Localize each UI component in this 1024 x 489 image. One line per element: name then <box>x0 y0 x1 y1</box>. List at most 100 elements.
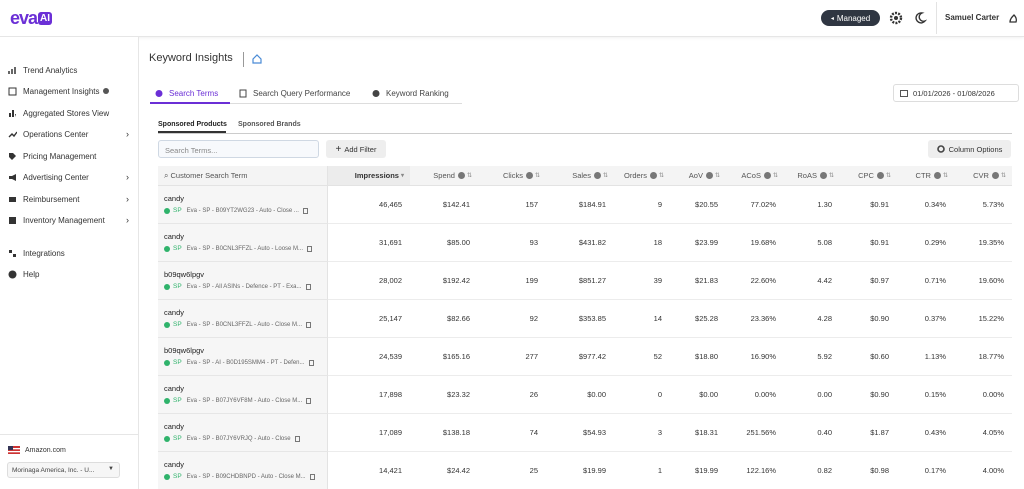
sort-icon: ⇅ <box>658 173 664 179</box>
column-header[interactable]: CPC ⇅ <box>840 166 897 186</box>
nav-item[interactable]: Integrations <box>8 246 133 260</box>
table-cell: 157 <box>478 186 546 224</box>
subtab[interactable]: Sponsored Brands <box>238 121 301 128</box>
nav-label: Aggregated Stores View <box>23 108 110 118</box>
campaign-name: Eva - SP - B09YT2WG23 - Auto - Close ... <box>186 207 299 214</box>
nav-item[interactable]: Trend Analytics <box>8 63 133 77</box>
chevron: › <box>126 194 129 204</box>
status-dot <box>164 397 170 404</box>
settings-icon[interactable] <box>889 11 903 25</box>
search-term: candy <box>164 308 185 317</box>
nav-item[interactable]: Reimbursement › <box>8 192 133 206</box>
table-cell: $19.99 <box>670 452 726 489</box>
table-cell: 31,691 <box>328 224 410 262</box>
nav-icon <box>8 270 17 278</box>
nav-item[interactable]: Inventory Management › <box>8 213 133 227</box>
logo[interactable]: eva AI <box>10 8 53 29</box>
user-name[interactable]: Samuel Carter <box>945 13 1000 22</box>
table-cell: 277 <box>478 338 546 376</box>
nav-label: Integrations <box>23 248 65 258</box>
table-cell: $184.91 <box>546 186 614 224</box>
table-cell: 0 <box>614 376 670 414</box>
user-icon[interactable] <box>1007 12 1019 24</box>
column-header[interactable]: AoV ⇅ <box>670 166 726 186</box>
tab[interactable]: Search Query Performance <box>239 86 350 100</box>
marketplace-label: Amazon.com <box>25 446 66 454</box>
column-header[interactable]: ACoS ⇅ <box>726 166 784 186</box>
nav-item[interactable]: Help <box>8 267 133 281</box>
column-header[interactable]: Impressions ▾ <box>328 166 410 186</box>
tab[interactable]: Keyword Ranking <box>372 86 449 100</box>
table-cell: 4.00% <box>954 452 1012 489</box>
campaign-line: SP Eva - SP - B07JY6VF8M - Auto - Close M… <box>164 397 327 404</box>
theme-icon[interactable] <box>913 11 927 25</box>
date-range[interactable]: 01/01/2026 - 01/08/2026 <box>893 84 1019 102</box>
add-filter-button[interactable]: + Add Filter <box>326 140 386 158</box>
info-icon <box>705 172 713 179</box>
status-dot <box>164 473 170 480</box>
term-cell: candy SP Eva - SP - B0CNL3FFZL - Auto - Lo… <box>158 224 328 262</box>
divider <box>0 434 138 435</box>
info-icon <box>593 172 601 179</box>
column-options-button[interactable]: Column Options <box>928 140 1011 158</box>
column-header[interactable]: RoAS ⇅ <box>784 166 840 186</box>
campaign-line: SP Eva - SP - B09CHDBNPD - Auto - Close M… <box>164 473 327 480</box>
column-header[interactable]: Sales ⇅ <box>546 166 614 186</box>
copy-icon <box>307 245 313 252</box>
column-header[interactable]: Spend ⇅ <box>410 166 478 186</box>
table-cell: $24.42 <box>410 452 478 489</box>
table-cell: 18 <box>614 224 670 262</box>
sort-icon: ⇅ <box>714 173 720 179</box>
table-cell: 0.40 <box>784 414 840 452</box>
account-select[interactable]: Morinaga America, Inc. - U... ▼ <box>7 462 120 478</box>
nav-item[interactable]: Pricing Management <box>8 149 133 163</box>
calendar-icon <box>900 90 908 97</box>
copy-icon <box>302 207 308 214</box>
column-header[interactable]: ⌕ Customer Search Term <box>158 166 328 186</box>
table-cell: $0.91 <box>840 224 897 262</box>
table-cell: 18.77% <box>954 338 1012 376</box>
subtab[interactable]: Sponsored Products <box>158 121 227 128</box>
table-cell: 24,539 <box>328 338 410 376</box>
status-dot <box>164 359 170 366</box>
column-label: Sales <box>572 171 591 180</box>
column-header[interactable]: CVR ⇅ <box>954 166 1012 186</box>
campaign-name: Eva - SP - B07JY6VF8M - Auto - Close M..… <box>186 397 303 404</box>
marketplace: Amazon.com <box>8 446 66 454</box>
info-icon <box>457 172 465 179</box>
nav-item[interactable]: Management Insights <box>8 84 133 98</box>
table-cell: 5.92 <box>784 338 840 376</box>
status-dot <box>164 207 170 214</box>
table-cell: 19.68% <box>726 224 784 262</box>
mode-toggle[interactable]: ◂ Managed <box>821 10 880 26</box>
nav-item[interactable]: Aggregated Stores View <box>8 106 133 120</box>
nav-item[interactable]: Advertising Center › <box>8 170 133 184</box>
nav-item[interactable]: Operations Center › <box>8 127 133 141</box>
active-subtab-indicator <box>158 131 226 133</box>
tab-label: Search Query Performance <box>253 88 351 98</box>
sort-icon: ⇅ <box>602 173 608 179</box>
table-cell: $18.31 <box>670 414 726 452</box>
column-header[interactable]: Orders ⇅ <box>614 166 670 186</box>
status-dot <box>164 245 170 252</box>
column-header[interactable]: CTR ⇅ <box>897 166 954 186</box>
table-cell: $851.27 <box>546 262 614 300</box>
tab[interactable]: Search Terms <box>155 86 218 100</box>
table-cell: 28,002 <box>328 262 410 300</box>
info-icon <box>525 172 533 179</box>
table-cell: 93 <box>478 224 546 262</box>
home-icon[interactable] <box>252 54 262 64</box>
column-header[interactable]: Clicks ⇅ <box>478 166 546 186</box>
table-cell: $977.42 <box>546 338 614 376</box>
table-cell: 122.16% <box>726 452 784 489</box>
sort-icon: ⇅ <box>828 173 834 179</box>
column-label: Orders <box>624 171 647 180</box>
search-input[interactable]: Search Terms... <box>158 140 319 158</box>
campaign-badge: SP <box>173 321 182 328</box>
table-cell: 0.00% <box>954 376 1012 414</box>
tab-label: Search Terms <box>169 88 219 98</box>
campaign-badge: SP <box>173 359 182 366</box>
info-icon <box>763 172 771 179</box>
campaign-name: Eva - SP - B07JY6VRJQ - Auto - Close <box>186 435 291 442</box>
